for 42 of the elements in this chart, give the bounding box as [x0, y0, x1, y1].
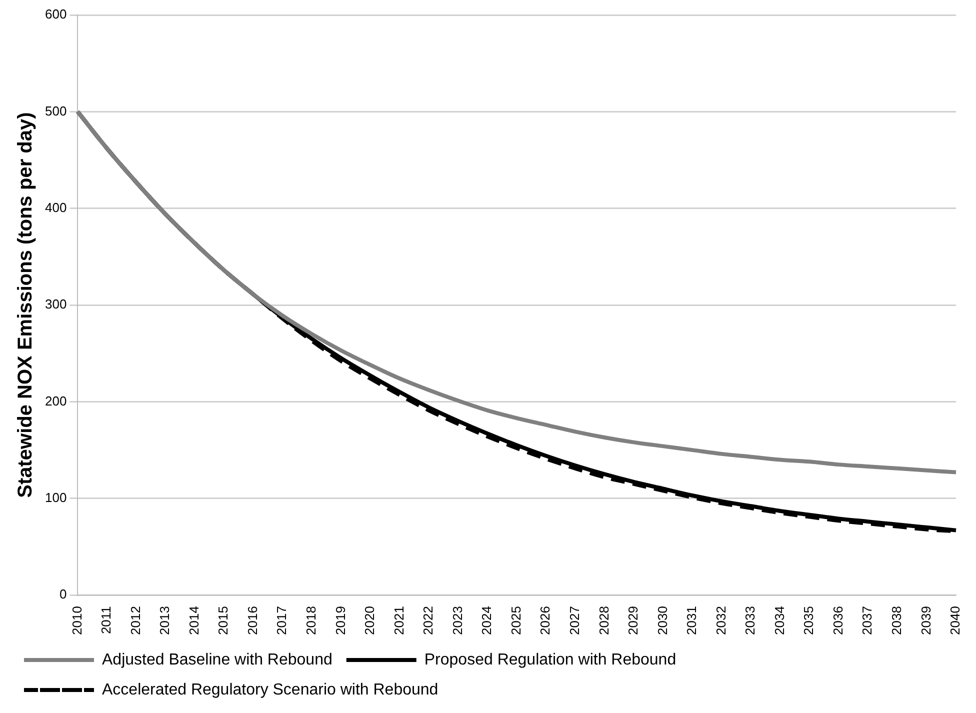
legend-label: Proposed Regulation with Rebound — [424, 651, 676, 668]
x-tick-label: 2040 — [948, 606, 963, 635]
x-tick-label: 2027 — [566, 606, 582, 635]
x-tick-label: 2021 — [391, 606, 406, 635]
x-tick-label: 2014 — [186, 606, 202, 635]
x-tick-label: 2013 — [157, 606, 172, 635]
x-tick-label: 2012 — [128, 606, 143, 635]
x-tick-label: 2024 — [479, 606, 494, 635]
y-axis-title: Statewide NOX Emissions (tons per day) — [14, 112, 37, 498]
y-tick-label: 100 — [44, 490, 67, 505]
legend-label: Adjusted Baseline with Rebound — [102, 651, 332, 668]
x-tick-label: 2030 — [654, 606, 670, 635]
y-tick-label: 0 — [59, 586, 67, 602]
x-tick-label: 2017 — [274, 606, 290, 635]
y-tick-label: 500 — [44, 103, 67, 118]
x-tick-label: 2032 — [713, 606, 728, 635]
x-tick-label: 2022 — [420, 606, 436, 635]
y-tick-label: 600 — [44, 6, 67, 22]
x-tick-label: 2019 — [332, 606, 348, 635]
x-tick-label: 2020 — [362, 606, 378, 635]
x-tick-label: 2023 — [450, 606, 465, 635]
x-tick-label: 2035 — [801, 606, 816, 635]
x-tick-label: 2029 — [626, 606, 641, 635]
x-tick-label: 2031 — [684, 606, 700, 635]
x-tick-label: 2016 — [244, 606, 260, 635]
y-tick-label: 400 — [44, 200, 67, 215]
x-tick-label: 2011 — [98, 606, 114, 634]
y-tick-label: 300 — [44, 296, 67, 312]
x-tick-label: 2033 — [742, 606, 758, 635]
x-tick-label: 2015 — [216, 606, 231, 635]
x-tick-label: 2028 — [596, 606, 612, 635]
x-tick-label: 2034 — [772, 606, 787, 635]
legend-label: Accelerated Regulatory Scenario with Rebound — [102, 681, 438, 698]
y-tick-label: 200 — [44, 393, 67, 408]
x-tick-label: 2037 — [860, 606, 875, 635]
x-tick-label: 2036 — [830, 606, 846, 635]
x-tick-label: 2026 — [538, 606, 553, 635]
x-tick-label: 2038 — [889, 606, 904, 635]
x-tick-label: 2010 — [69, 606, 84, 635]
x-tick-label: 2018 — [303, 606, 318, 635]
x-tick-label: 2025 — [508, 606, 524, 635]
x-tick-label: 2039 — [918, 606, 934, 635]
